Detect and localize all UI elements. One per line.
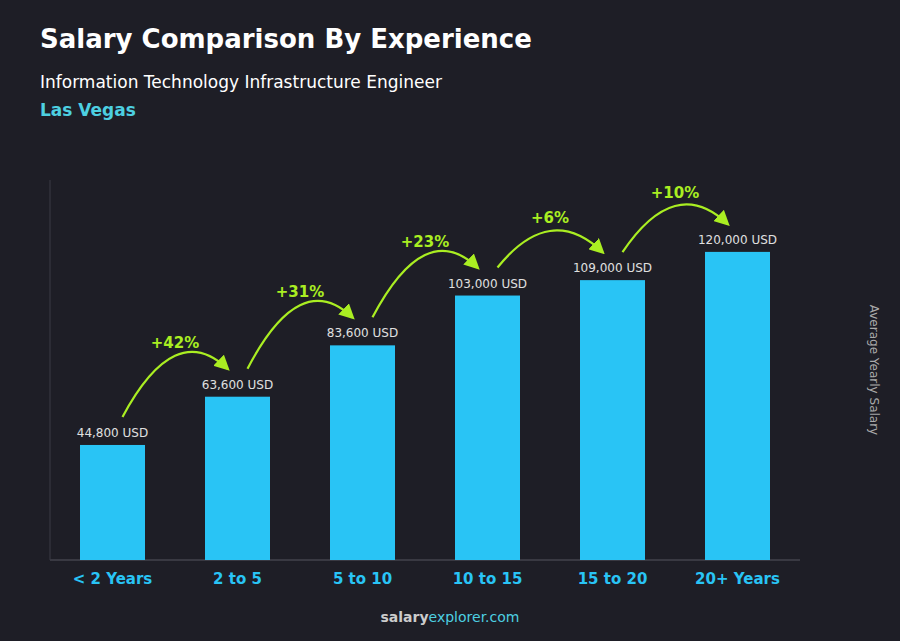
data-label: 63,600 USD	[202, 378, 273, 392]
bar	[330, 345, 395, 560]
x-tick-label: < 2 Years	[73, 570, 153, 588]
watermark: salaryexplorer.com	[381, 609, 520, 625]
bars	[80, 252, 770, 560]
change-label: +42%	[151, 334, 199, 352]
y-axis-label: Average Yearly Salary	[867, 305, 881, 435]
data-label: 103,000 USD	[448, 277, 527, 291]
bar	[705, 252, 770, 560]
watermark-part: salary	[381, 609, 429, 625]
background	[0, 0, 900, 641]
subtitle: Las Vegas	[40, 100, 136, 120]
data-label: 120,000 USD	[698, 233, 777, 247]
y-axis-line	[50, 180, 51, 560]
chart: Salary Comparison By Experience Informati…	[0, 0, 900, 641]
watermark-part: explorer.com	[429, 609, 520, 625]
change-arrow	[248, 301, 353, 369]
bar	[580, 280, 645, 560]
change-label: +23%	[401, 233, 449, 251]
bar	[80, 445, 145, 560]
change-arrow	[623, 204, 728, 252]
data-label: 83,600 USD	[327, 326, 398, 340]
x-tick-label: 2 to 5	[213, 570, 262, 588]
title: Salary Comparison By Experience	[40, 24, 532, 54]
data-label: 109,000 USD	[573, 261, 652, 275]
bar	[455, 296, 520, 560]
bar	[205, 397, 270, 560]
change-arrow	[373, 251, 478, 317]
change-label: +10%	[651, 184, 699, 202]
subtitle: Information Technology Infrastructure En…	[40, 72, 442, 92]
data-label: 44,800 USD	[77, 426, 148, 440]
x-tick-label: 10 to 15	[453, 570, 523, 588]
change-arrow	[498, 230, 603, 267]
x-tick-label: 5 to 10	[333, 570, 392, 588]
x-axis-line	[50, 560, 800, 561]
x-tick-label: 15 to 20	[578, 570, 648, 588]
x-tick-label: 20+ Years	[695, 570, 780, 588]
change-label: +31%	[276, 283, 324, 301]
change-label: +6%	[531, 209, 569, 227]
change-arrow	[123, 352, 228, 417]
